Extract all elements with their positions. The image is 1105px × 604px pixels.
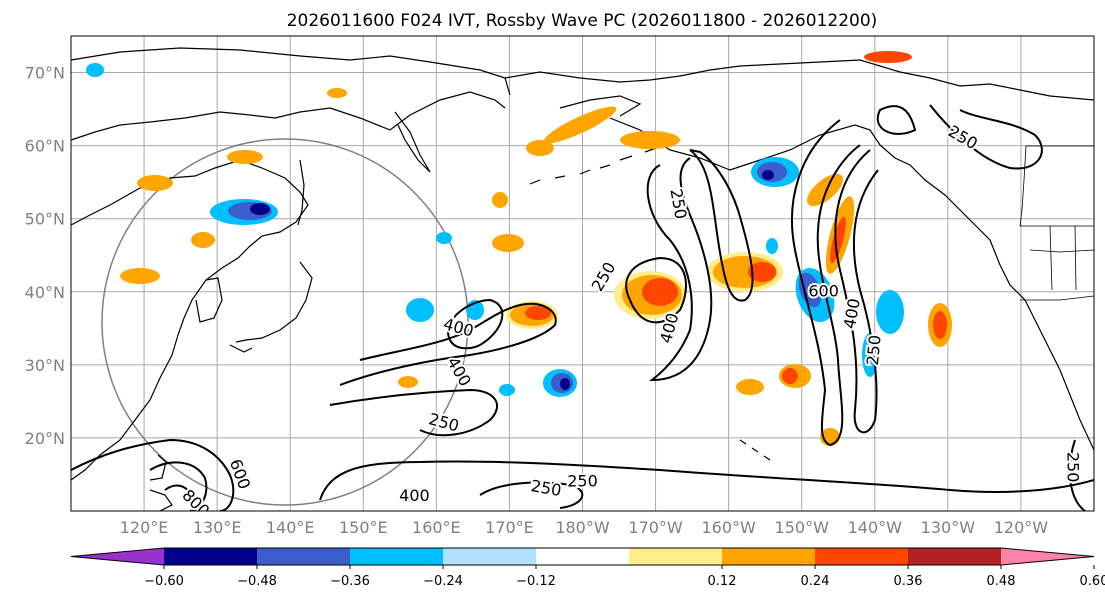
colorbar-segment <box>164 548 258 565</box>
colorbar-segment <box>536 548 630 565</box>
colorbar-segment <box>443 548 537 565</box>
colorbar-segment <box>629 548 723 565</box>
coastlines <box>71 47 1094 511</box>
lat-tick-label: 60°N <box>25 137 65 156</box>
lon-tick-label: 170°E <box>485 518 534 537</box>
lon-tick-label: 160°E <box>412 518 461 537</box>
lon-tick-label: 120°E <box>120 518 169 537</box>
lon-tick-label: 140°W <box>848 518 903 537</box>
colorbar-segment <box>257 548 351 565</box>
lat-tick-label: 50°N <box>25 210 65 229</box>
colorbar-tick-label: −0.12 <box>516 574 556 589</box>
colorbar-tick-label: 0.48 <box>987 574 1016 589</box>
map-frame <box>70 35 1095 512</box>
colorbar-segment <box>1001 548 1094 565</box>
longitude-labels: 120°E 130°E 140°E 150°E 160°E 170°E 180°W 170°W… <box>120 518 1049 537</box>
ivt-shading <box>86 51 952 446</box>
colorbar-segment <box>71 548 164 565</box>
lat-tick-label: 40°N <box>25 283 65 302</box>
lat-tick-label: 70°N <box>25 64 65 83</box>
colorbar: −0.60 −0.48 −0.36 −0.24 −0.12 0.12 0.24 0.36 0.4… <box>70 547 1105 589</box>
lon-tick-label: 120°W <box>994 518 1049 537</box>
lon-tick-label: 130°E <box>193 518 242 537</box>
lon-tick-label: 150°W <box>775 518 830 537</box>
borders <box>1019 145 1094 301</box>
colorbar-tick-label: −0.36 <box>330 574 370 589</box>
range-ring <box>101 138 469 506</box>
lon-tick-label: 180°W <box>555 518 610 537</box>
lon-tick-label: 140°E <box>266 518 315 537</box>
colorbar-tick-label: 0.24 <box>801 574 830 589</box>
lon-tick-label: 130°W <box>921 518 976 537</box>
contour-label: 250 <box>863 334 885 366</box>
map-title: 2026011600 F024 IVT, Rossby Wave PC (202… <box>287 11 878 31</box>
colorbar-tick-label: −0.48 <box>237 574 277 589</box>
contour-label: 400 <box>399 486 430 505</box>
lon-tick-label: 150°E <box>339 518 388 537</box>
colorbar-segment <box>908 548 1002 565</box>
colorbar-tick-label: −0.60 <box>144 574 184 589</box>
lat-tick-label: 20°N <box>25 429 65 448</box>
colorbar-tick-label: −0.24 <box>423 574 463 589</box>
colorbar-segment <box>815 548 909 565</box>
contour-label: 600 <box>808 281 839 300</box>
colorbar-tick-label: 0.12 <box>708 574 737 589</box>
colorbar-tick-label: 0.60 <box>1080 574 1105 589</box>
colorbar-segment <box>350 548 444 565</box>
contour-label: 250 <box>567 471 598 490</box>
lat-tick-label: 30°N <box>25 356 65 375</box>
lon-tick-label: 160°W <box>701 518 756 537</box>
contour-label: 250 <box>1064 452 1083 483</box>
latitude-labels: 70°N 60°N 50°N 40°N 30°N 20°N <box>25 64 65 448</box>
ivt-contours <box>71 104 1094 511</box>
colorbar-segment <box>722 548 816 565</box>
lon-tick-label: 170°W <box>628 518 683 537</box>
colorbar-tick-label: 0.36 <box>894 574 923 589</box>
